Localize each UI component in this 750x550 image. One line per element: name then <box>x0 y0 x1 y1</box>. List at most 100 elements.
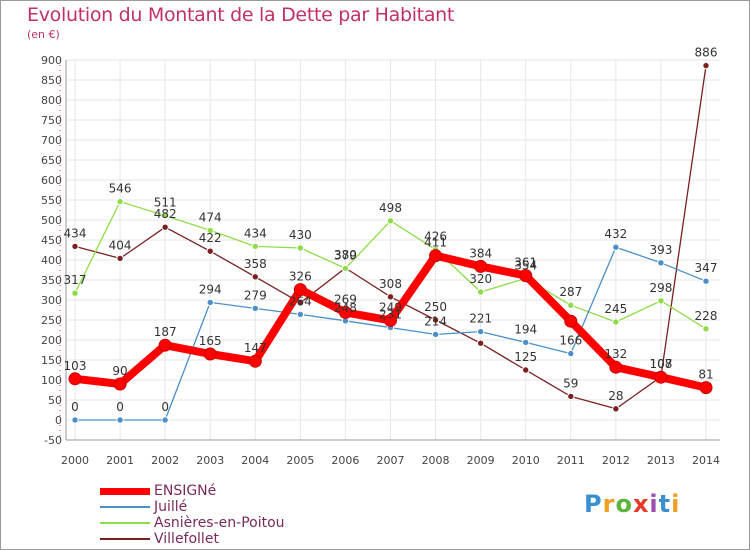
data-label-1: 166 <box>559 334 582 348</box>
data-label-1: 221 <box>469 312 492 326</box>
data-point-2 <box>161 211 169 220</box>
data-point-3 <box>206 247 214 255</box>
data-label-0: 411 <box>424 236 447 250</box>
legend-item-asnieres: Asnières-en-Poitou <box>100 515 350 531</box>
x-tick-label: 2012 <box>602 454 630 467</box>
data-point-3 <box>522 366 530 374</box>
data-label-2: 317 <box>64 273 87 287</box>
data-point-0 <box>338 305 352 319</box>
data-label-2: 298 <box>649 281 672 295</box>
data-label-3: 358 <box>244 257 267 271</box>
y-tick-label: 400 <box>41 254 62 267</box>
data-label-3: 250 <box>424 300 447 314</box>
data-label-2: 511 <box>154 196 177 210</box>
data-point-1 <box>116 416 124 424</box>
y-tick-label: 750 <box>41 114 62 127</box>
x-tick-label: 2002 <box>151 454 179 467</box>
data-point-1 <box>612 243 620 251</box>
x-tick-label: 2003 <box>196 454 224 467</box>
legend-swatch-asnieres <box>100 522 150 524</box>
legend-item-juille: Juillé <box>100 499 350 515</box>
data-label-1: 248 <box>334 301 357 315</box>
data-point-0 <box>113 377 127 391</box>
data-label-1: 0 <box>161 400 169 414</box>
y-tick-label: 150 <box>41 354 62 367</box>
data-point-2 <box>206 226 214 235</box>
data-label-3: 308 <box>379 277 402 291</box>
x-tick-label: 2014 <box>692 454 720 467</box>
data-label-0: 326 <box>289 270 312 284</box>
data-point-1 <box>161 416 169 424</box>
data-label-1: 0 <box>116 400 124 414</box>
x-tick-label: 2006 <box>331 454 359 467</box>
data-label-3: 108 <box>649 357 672 371</box>
data-point-2 <box>567 301 575 309</box>
data-label-2: 354 <box>514 258 537 272</box>
y-tick-label: 200 <box>41 334 62 347</box>
data-label-2: 434 <box>244 226 267 240</box>
data-label-2: 245 <box>604 302 627 316</box>
data-point-3 <box>161 223 169 231</box>
x-tick-label: 2007 <box>377 454 405 467</box>
logo-letter: t <box>658 490 672 518</box>
x-tick-label: 2000 <box>61 454 89 467</box>
data-point-2 <box>341 264 350 273</box>
data-point-1 <box>206 298 214 307</box>
legend-label-ensigne: ENSIGNé <box>154 483 217 499</box>
y-tick-label: 900 <box>41 54 62 67</box>
data-label-2: 228 <box>695 309 718 323</box>
data-point-3 <box>567 392 575 401</box>
logo-letter: i <box>671 490 681 518</box>
data-label-3: 422 <box>199 231 222 245</box>
data-label-3: 28 <box>608 389 623 403</box>
data-label-1: 294 <box>199 282 222 296</box>
y-tick-label: 600 <box>41 174 62 187</box>
y-tick-label: 700 <box>41 134 62 147</box>
logo-letter: x <box>632 490 650 518</box>
data-label-3: 886 <box>695 46 718 60</box>
data-label-1: 432 <box>604 227 627 241</box>
data-point-1 <box>431 330 440 339</box>
data-point-3 <box>476 339 485 347</box>
data-point-2 <box>476 288 485 296</box>
legend-swatch-juille <box>100 506 150 508</box>
data-point-0 <box>564 314 578 328</box>
data-point-0 <box>203 347 217 361</box>
data-label-0: 90 <box>112 364 127 378</box>
data-label-0: 187 <box>154 325 177 339</box>
y-tick-label: 450 <box>41 234 62 247</box>
data-label-3: 59 <box>563 376 578 390</box>
data-label-3: 482 <box>154 207 177 221</box>
data-label-0: 147 <box>244 341 267 355</box>
data-point-1 <box>296 310 305 319</box>
data-point-0 <box>158 338 172 352</box>
legend-item-ensigne: ENSIGNé <box>100 483 350 499</box>
data-point-1 <box>71 416 79 424</box>
y-tick-label: 0 <box>55 414 62 427</box>
data-label-2: 546 <box>109 182 132 196</box>
data-label-0: 107 <box>649 357 672 371</box>
data-label-2: 426 <box>424 230 447 244</box>
logo-letter: o <box>615 490 633 518</box>
data-label-3: 404 <box>109 238 132 252</box>
proxiti-logo: Proxiti <box>584 490 680 518</box>
data-label-0: 384 <box>469 246 492 260</box>
data-label-1: 231 <box>379 308 402 322</box>
data-label-0: 132 <box>604 347 627 361</box>
y-tick-label: 250 <box>41 314 62 327</box>
data-point-1 <box>657 259 665 267</box>
data-point-2 <box>657 297 665 305</box>
data-label-0: 81 <box>698 368 713 382</box>
y-tick-label: -50 <box>44 434 62 447</box>
data-point-3 <box>386 293 395 301</box>
data-point-2 <box>386 217 395 225</box>
data-label-1: 0 <box>71 400 79 414</box>
y-tick-label: 850 <box>41 74 62 87</box>
data-point-0 <box>654 370 668 384</box>
data-label-3: 380 <box>334 248 357 262</box>
data-label-1: 194 <box>514 322 537 336</box>
data-label-2: 287 <box>559 285 582 299</box>
data-point-2 <box>251 242 259 251</box>
legend-swatch-villefollet <box>100 538 150 540</box>
